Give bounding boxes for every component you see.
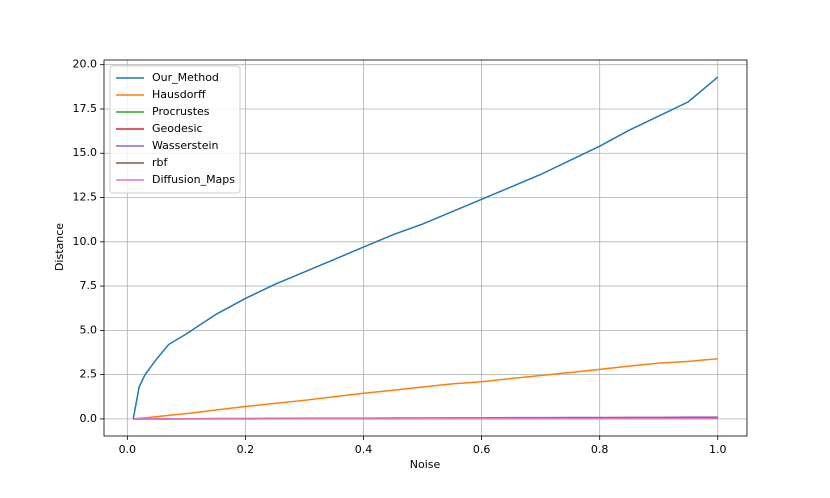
x-tick-label: 1.0: [709, 443, 727, 456]
x-axis-label: Noise: [410, 458, 441, 471]
y-tick-label: 10.0: [73, 235, 98, 248]
x-tick-label: 0.8: [591, 443, 609, 456]
legend-label: Geodesic: [152, 122, 203, 135]
y-tick-label: 15.0: [73, 146, 98, 159]
legend-label: Our_Method: [152, 71, 219, 84]
legend-label: Wasserstein: [152, 139, 219, 152]
legend-label: Hausdorff: [152, 88, 206, 101]
legend-label: Diffusion_Maps: [152, 173, 235, 186]
series-line: [132, 76, 719, 420]
y-axis-label: Distance: [53, 223, 66, 271]
series-line: [133, 357, 718, 420]
y-tick-label: 7.5: [80, 279, 98, 292]
y-tick-label: 0.0: [80, 412, 98, 425]
y-tick-label: 2.5: [80, 368, 98, 381]
x-tick-label: 0.2: [237, 443, 255, 456]
legend-box: [109, 65, 241, 194]
y-tick-label: 17.5: [73, 102, 98, 115]
y-tick-label: 12.5: [73, 191, 98, 204]
legend-label: Procrustes: [152, 105, 210, 118]
y-tick-label: 20.0: [73, 58, 98, 71]
plot-frame: [103, 59, 748, 437]
x-tick-label: 0.6: [473, 443, 491, 456]
x-tick-label: 0.0: [119, 443, 137, 456]
y-tick-label: 5.0: [80, 323, 98, 336]
legend-label: rbf: [152, 156, 169, 169]
x-tick-label: 0.4: [355, 443, 373, 456]
